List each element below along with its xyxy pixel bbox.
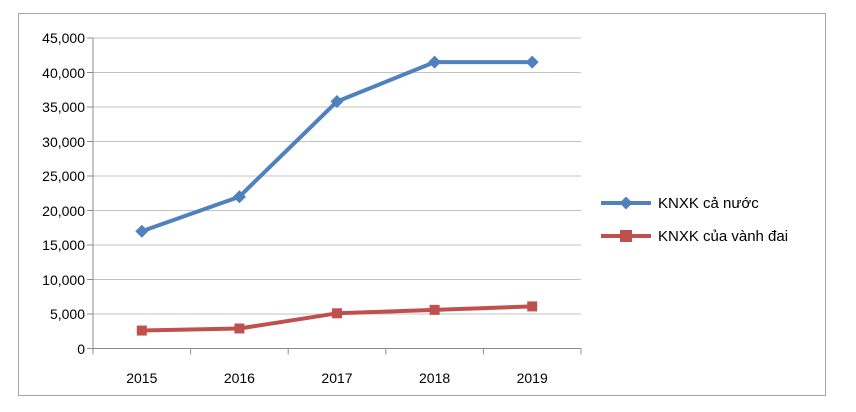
data-point-square-marker xyxy=(429,304,440,315)
data-point-square-marker xyxy=(136,325,147,336)
data-point-square-marker xyxy=(234,323,245,334)
line-chart-plot-area xyxy=(87,37,582,355)
legend-diamond-marker xyxy=(619,196,633,210)
data-point-diamond-marker xyxy=(135,224,149,238)
legend-label-knxk-cua-vanh-dai: KNXK của vành đai xyxy=(658,227,789,245)
legend-key-red-square-line-icon xyxy=(601,230,651,242)
y-tick-label: 25,000 xyxy=(42,168,85,184)
data-point-square-marker xyxy=(527,301,538,312)
legend-square-marker xyxy=(620,230,632,242)
data-point-square-marker xyxy=(332,308,342,319)
data-point-diamond-marker xyxy=(330,94,344,108)
legend-item-knxk-ca-nuoc: KNXK cả nước xyxy=(601,190,788,216)
legend: KNXK cả nước KNXK của vành đai xyxy=(601,190,788,249)
y-tick-label: 5,000 xyxy=(49,306,85,322)
series-line-0 xyxy=(139,60,535,234)
y-tick-label: 30,000 xyxy=(42,133,85,150)
y-tick-label: 10,000 xyxy=(42,271,85,288)
legend-label-knxk-ca-nuoc: KNXK cả nước xyxy=(658,194,759,212)
data-point-diamond-marker xyxy=(525,55,539,69)
x-tick-label: 2016 xyxy=(223,369,255,386)
x-tick-label: 2015 xyxy=(126,369,158,386)
y-tick-label: 45,000 xyxy=(42,30,85,46)
chart-frame: 0 5,000 10,000 15,000 20,000 25,000 30,000 35,0… xyxy=(18,13,826,396)
data-point-diamond-marker xyxy=(428,55,442,69)
x-tick-label: 2018 xyxy=(419,369,451,386)
x-tick-label: 2017 xyxy=(321,369,353,386)
data-point-diamond-marker xyxy=(232,190,246,204)
x-tick-label: 2019 xyxy=(516,369,548,386)
y-tick-label: 0 xyxy=(77,340,85,357)
y-tick-label: 40,000 xyxy=(42,64,85,81)
y-tick-label: 15,000 xyxy=(42,237,85,253)
y-tick-label: 35,000 xyxy=(42,99,85,115)
y-tick-label: 20,000 xyxy=(42,202,85,219)
legend-item-knxk-cua-vanh-dai: KNXK của vành đai xyxy=(601,223,788,249)
legend-key-blue-diamond-line-icon xyxy=(601,196,651,210)
